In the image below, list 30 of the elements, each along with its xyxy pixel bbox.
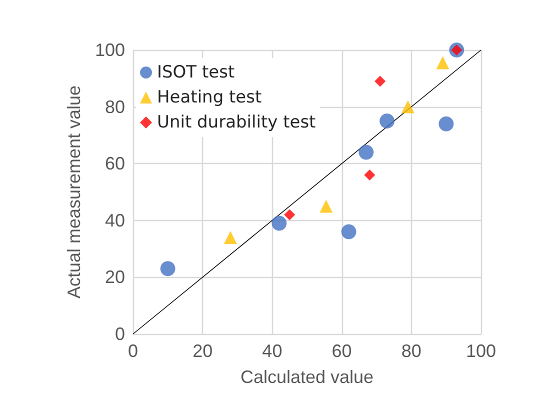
point <box>284 209 296 220</box>
point <box>438 116 454 132</box>
point <box>160 261 176 276</box>
point <box>341 224 356 240</box>
x-tick-label: 80 <box>401 341 422 361</box>
x-tick-label: 20 <box>192 341 213 361</box>
point <box>436 56 450 70</box>
y-axis-title: Actual measurement value <box>64 85 84 299</box>
point <box>224 230 237 244</box>
x-tick-label: 60 <box>332 341 352 361</box>
point <box>374 76 386 87</box>
point <box>358 144 374 160</box>
x-axis-title: Calculated value <box>240 367 374 387</box>
legend-label: Heating test <box>157 88 262 108</box>
point <box>380 114 395 128</box>
x-tick-label: 40 <box>262 341 282 361</box>
y-tick-label: 80 <box>104 96 125 117</box>
point <box>364 169 376 180</box>
y-tick-label: 100 <box>94 40 125 60</box>
legend-label: ISOT test <box>157 62 235 82</box>
x-tick-label: 100 <box>466 341 496 361</box>
point <box>320 200 333 213</box>
point <box>272 216 287 231</box>
legend-label: Unit durability test <box>157 112 316 132</box>
y-tick-label: 0 <box>114 324 125 344</box>
y-tick-label: 60 <box>104 154 125 174</box>
y-tick-label: 20 <box>104 267 125 288</box>
y-tick-label: 40 <box>104 210 125 230</box>
point <box>401 100 414 114</box>
x-tick-label: 0 <box>128 341 138 361</box>
